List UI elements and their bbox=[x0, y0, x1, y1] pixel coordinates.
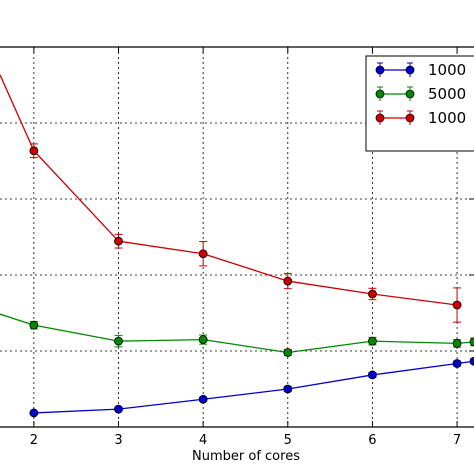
legend-entry-2: 1000 bbox=[375, 109, 466, 127]
series-layer bbox=[0, 74, 474, 418]
x-tick-label: 5 bbox=[284, 433, 292, 448]
data-point bbox=[452, 338, 462, 348]
data-point bbox=[114, 336, 123, 346]
legend-label: 5000 bbox=[428, 85, 466, 103]
data-point bbox=[283, 384, 293, 394]
x-tick-label: 6 bbox=[368, 433, 376, 448]
data-point bbox=[198, 249, 208, 259]
data-point bbox=[198, 335, 208, 345]
legend-label: 1000 bbox=[428, 109, 466, 127]
data-point bbox=[368, 370, 377, 380]
data-point bbox=[198, 394, 208, 404]
legend-entry-1: 5000 bbox=[375, 85, 466, 103]
data-point bbox=[452, 300, 462, 310]
x-tick-label: 4 bbox=[199, 433, 207, 448]
legend-label: 1000 bbox=[428, 61, 466, 79]
legend: 1000 5000 1000 bbox=[365, 55, 474, 152]
x-tick-label: 3 bbox=[114, 433, 122, 448]
data-point bbox=[283, 276, 293, 286]
data-point bbox=[114, 236, 123, 246]
series-1 bbox=[0, 313, 474, 357]
series-0 bbox=[29, 356, 474, 418]
data-point bbox=[114, 404, 123, 414]
data-point bbox=[283, 348, 293, 357]
series-2 bbox=[0, 74, 462, 323]
data-point bbox=[29, 320, 39, 330]
data-point bbox=[368, 336, 377, 346]
data-point bbox=[368, 289, 377, 299]
data-point bbox=[452, 359, 462, 368]
legend-box bbox=[365, 55, 474, 152]
data-point bbox=[469, 356, 474, 366]
series-line bbox=[0, 313, 474, 354]
x-tick-label: 7 bbox=[453, 433, 461, 448]
x-axis-ticks: 2 3 4 5 6 7 bbox=[30, 47, 474, 448]
x-tick-label: 2 bbox=[30, 433, 38, 448]
data-point bbox=[469, 337, 474, 347]
data-point bbox=[29, 408, 39, 418]
x-axis-title: Number of cores bbox=[192, 449, 300, 464]
legend-entry-0: 1000 bbox=[375, 61, 466, 79]
data-point bbox=[29, 146, 39, 156]
